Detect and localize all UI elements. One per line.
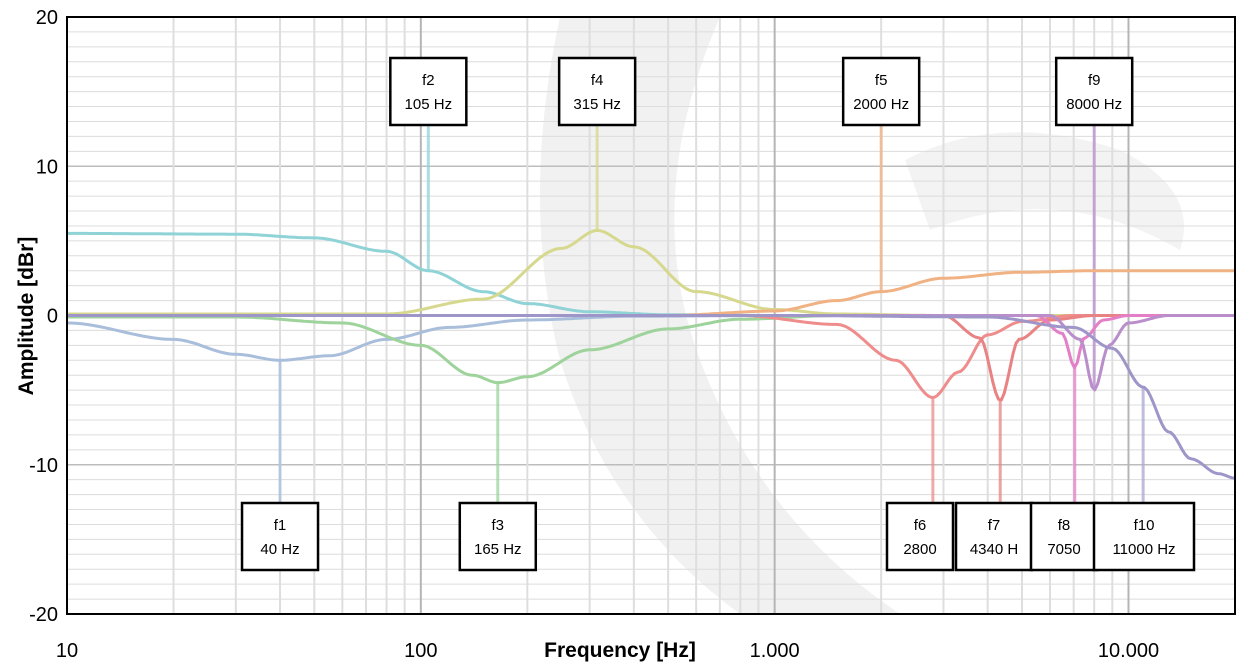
- y-tick-label: -20: [29, 604, 58, 626]
- marker-freq-f3: 165 Hz: [474, 541, 522, 558]
- marker-name-f8: f8: [1058, 517, 1071, 534]
- x-tick-labels: 10 100 1.000 10.000: [56, 640, 1159, 662]
- y-tick-label: -10: [29, 455, 58, 477]
- marker-f4: f4 315 Hz: [557, 56, 637, 127]
- marker-name-f5: f5: [875, 72, 888, 89]
- marker-f3: f3 165 Hz: [458, 501, 538, 572]
- marker-freq-f5: 2000 Hz: [853, 96, 909, 113]
- marker-box-f1: [240, 501, 320, 572]
- marker-name-f3: f3: [492, 517, 505, 534]
- response-curves: [67, 229, 1236, 480]
- marker-f8: f8 7050: [1029, 501, 1099, 572]
- watermark-arc: [905, 132, 1184, 250]
- marker-boxes: f1 40 Hz f2 105 Hz f3 165 Hz f4 315 Hz f5 2000 Hz…: [240, 56, 1196, 572]
- marker-box-f9: [1054, 56, 1134, 127]
- y-axis-title: Amplitude [dBr]: [15, 237, 38, 396]
- marker-box-f8: [1029, 501, 1099, 572]
- series-line-10: [67, 314, 1236, 480]
- marker-f10: f10 11000 Hz: [1092, 501, 1196, 572]
- plot-frame: [66, 16, 1236, 615]
- marker-freq-f8: 7050: [1047, 541, 1080, 558]
- marker-name-f6: f6: [914, 517, 927, 534]
- marker-name-f2: f2: [422, 72, 435, 89]
- marker-f9: f9 8000 Hz: [1054, 56, 1134, 127]
- marker-f2: f2 105 Hz: [389, 56, 468, 127]
- marker-name-f10: f10: [1134, 517, 1155, 534]
- y-tick-label: 10: [36, 156, 58, 178]
- marker-f1: f1 40 Hz: [240, 501, 320, 572]
- x-tick-label: 100: [404, 640, 437, 662]
- marker-f7: f7 4340 H: [954, 501, 1034, 572]
- x-axis-title: Frequency [Hz]: [544, 639, 696, 662]
- marker-box-f10: [1092, 501, 1196, 572]
- marker-name-f9: f9: [1088, 72, 1101, 89]
- marker-f5: f5 2000 Hz: [841, 56, 921, 127]
- marker-freq-f2: 105 Hz: [405, 96, 453, 113]
- marker-freq-f4: 315 Hz: [573, 96, 621, 113]
- marker-box-f6: [885, 501, 955, 572]
- marker-name-f7: f7: [988, 517, 1001, 534]
- y-tick-label: 20: [36, 7, 58, 29]
- marker-box-f7: [954, 501, 1034, 572]
- marker-freq-f6: 2800: [903, 541, 936, 558]
- marker-name-f4: f4: [591, 72, 604, 89]
- marker-box-f3: [458, 501, 538, 572]
- marker-f6: f6 2800: [885, 501, 955, 572]
- x-tick-label: 10: [56, 640, 78, 662]
- marker-freq-f7: 4340 H: [970, 541, 1018, 558]
- y-tick-labels: 20 10 0 -10 -20: [29, 7, 58, 626]
- marker-name-f1: f1: [274, 517, 287, 534]
- marker-box-f4: [557, 56, 637, 127]
- marker-lines: [278, 125, 1145, 503]
- marker-freq-f10: 11000 Hz: [1112, 541, 1175, 558]
- marker-freq-f1: 40 Hz: [260, 541, 299, 558]
- marker-box-f5: [841, 56, 921, 127]
- x-tick-label: 10.000: [1098, 640, 1159, 662]
- y-tick-label: 0: [47, 306, 58, 328]
- marker-box-f2: [389, 56, 468, 127]
- x-tick-label: 1.000: [750, 640, 800, 662]
- marker-freq-f9: 8000 Hz: [1066, 96, 1122, 113]
